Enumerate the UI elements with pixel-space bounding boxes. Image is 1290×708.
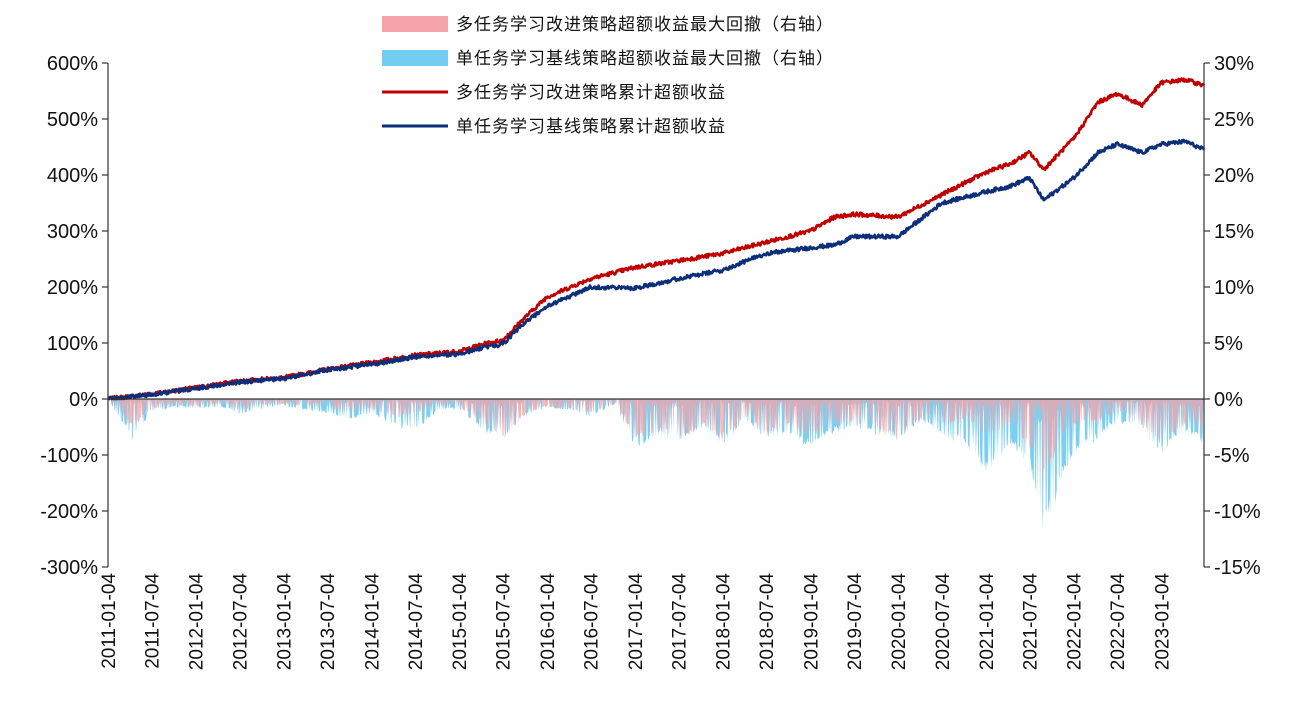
x-axis-tick-label: 2013-07-04	[318, 573, 339, 671]
left-axis-tick-label: -300%	[40, 557, 98, 579]
x-axis-tick-label: 2017-01-04	[626, 573, 647, 671]
x-axis-tick-label: 2019-01-04	[801, 573, 822, 671]
x-axis-tick-label: 2014-07-04	[406, 573, 427, 671]
right-axis-tick-label: 15%	[1214, 221, 1254, 243]
right-axis-tick-label: -10%	[1214, 501, 1261, 523]
x-axis-tick-label: 2023-01-04	[1152, 573, 1173, 671]
drawdown-area-single-task	[108, 399, 1204, 528]
cumulative-line-series	[107, 77, 1206, 401]
legend-item-3-label: 多任务学习改进策略累计超额收益	[456, 83, 726, 103]
right-axis-tick-label: 20%	[1214, 165, 1254, 187]
x-axis-tick-label: 2020-07-04	[933, 573, 954, 671]
x-axis-tick-label: 2012-07-04	[230, 573, 251, 671]
x-axis-tick-label: 2017-07-04	[669, 573, 690, 671]
x-axis-tick-label: 2022-01-04	[1065, 573, 1086, 671]
left-axis-tick-label: 400%	[47, 165, 98, 187]
x-axis-tick-label: 2018-07-04	[757, 573, 778, 671]
drawdown-area-series	[108, 399, 1204, 528]
x-axis-tick-label: 2015-01-04	[450, 573, 471, 671]
legend-item-4-label: 单任务学习基线策略累计超额收益	[456, 117, 726, 137]
x-axis-tick-label: 2021-01-04	[977, 573, 998, 671]
left-axis-tick-label: 0%	[69, 389, 98, 411]
left-axis-tick-label: 100%	[47, 333, 98, 355]
right-axis-tick-label: -5%	[1214, 445, 1250, 467]
legend-item-1: 多任务学习改进策略超额收益最大回撤（右轴）	[382, 15, 834, 35]
legend-item-1-label: 多任务学习改进策略超额收益最大回撤（右轴）	[456, 15, 834, 35]
legend-item-2: 单任务学习基线策略超额收益最大回撤（右轴）	[382, 49, 834, 69]
left-axis-tick-label: 600%	[47, 53, 98, 75]
x-axis-tick-label: 2014-01-04	[362, 573, 383, 671]
chart-axes: 600% 500% 400% 300% 200% 100% 0% -100% -200% -300…	[40, 53, 1261, 670]
chart-legend: 多任务学习改进策略超额收益最大回撤（右轴） 单任务学习基线策略超额收益最大回撤（右…	[382, 15, 834, 137]
left-axis-tick-label: 500%	[47, 109, 98, 131]
right-axis-tick-label: 0%	[1214, 389, 1243, 411]
left-axis-tick-label: 200%	[47, 277, 98, 299]
drawdown-area-multi-task	[108, 399, 1204, 483]
x-axis-tick-label: 2011-01-04	[99, 573, 120, 669]
right-axis-tick-label: 30%	[1214, 53, 1254, 75]
x-axis-tick-label: 2018-01-04	[714, 573, 735, 671]
legend-item-2-swatch	[382, 50, 448, 66]
left-axis-tick-label: -100%	[40, 445, 98, 467]
x-axis-tick-label: 2021-07-04	[1021, 573, 1042, 671]
x-axis-tick-label: 2015-07-04	[494, 573, 515, 671]
x-axis-tick-label: 2016-01-04	[538, 573, 559, 671]
x-axis-tick-label: 2019-07-04	[845, 573, 866, 671]
right-axis-tick-label: 25%	[1214, 109, 1254, 131]
x-axis-tick-label: 2022-07-04	[1108, 573, 1129, 671]
x-axis-tick-label: 2013-01-04	[275, 573, 296, 671]
legend-item-3: 多任务学习改进策略累计超额收益	[382, 83, 726, 103]
left-axis-tick-label: 300%	[47, 221, 98, 243]
legend-item-1-swatch	[382, 16, 448, 32]
legend-item-2-label: 单任务学习基线策略超额收益最大回撤（右轴）	[456, 49, 834, 69]
right-axis-tick-label: 10%	[1214, 277, 1254, 299]
x-axis-tick-label: 2016-07-04	[582, 573, 603, 671]
x-axis-tick-label: 2012-01-04	[187, 573, 208, 671]
cumulative-line-single-task	[107, 138, 1206, 401]
left-axis-tick-label: -200%	[40, 501, 98, 523]
x-axis-tick-label: 2020-01-04	[889, 573, 910, 671]
x-axis-tick-label: 2011-07-04	[143, 573, 164, 669]
right-axis-tick-label: -15%	[1214, 557, 1261, 579]
legend-item-4: 单任务学习基线策略累计超额收益	[382, 117, 726, 137]
right-axis-tick-label: 5%	[1214, 333, 1243, 355]
